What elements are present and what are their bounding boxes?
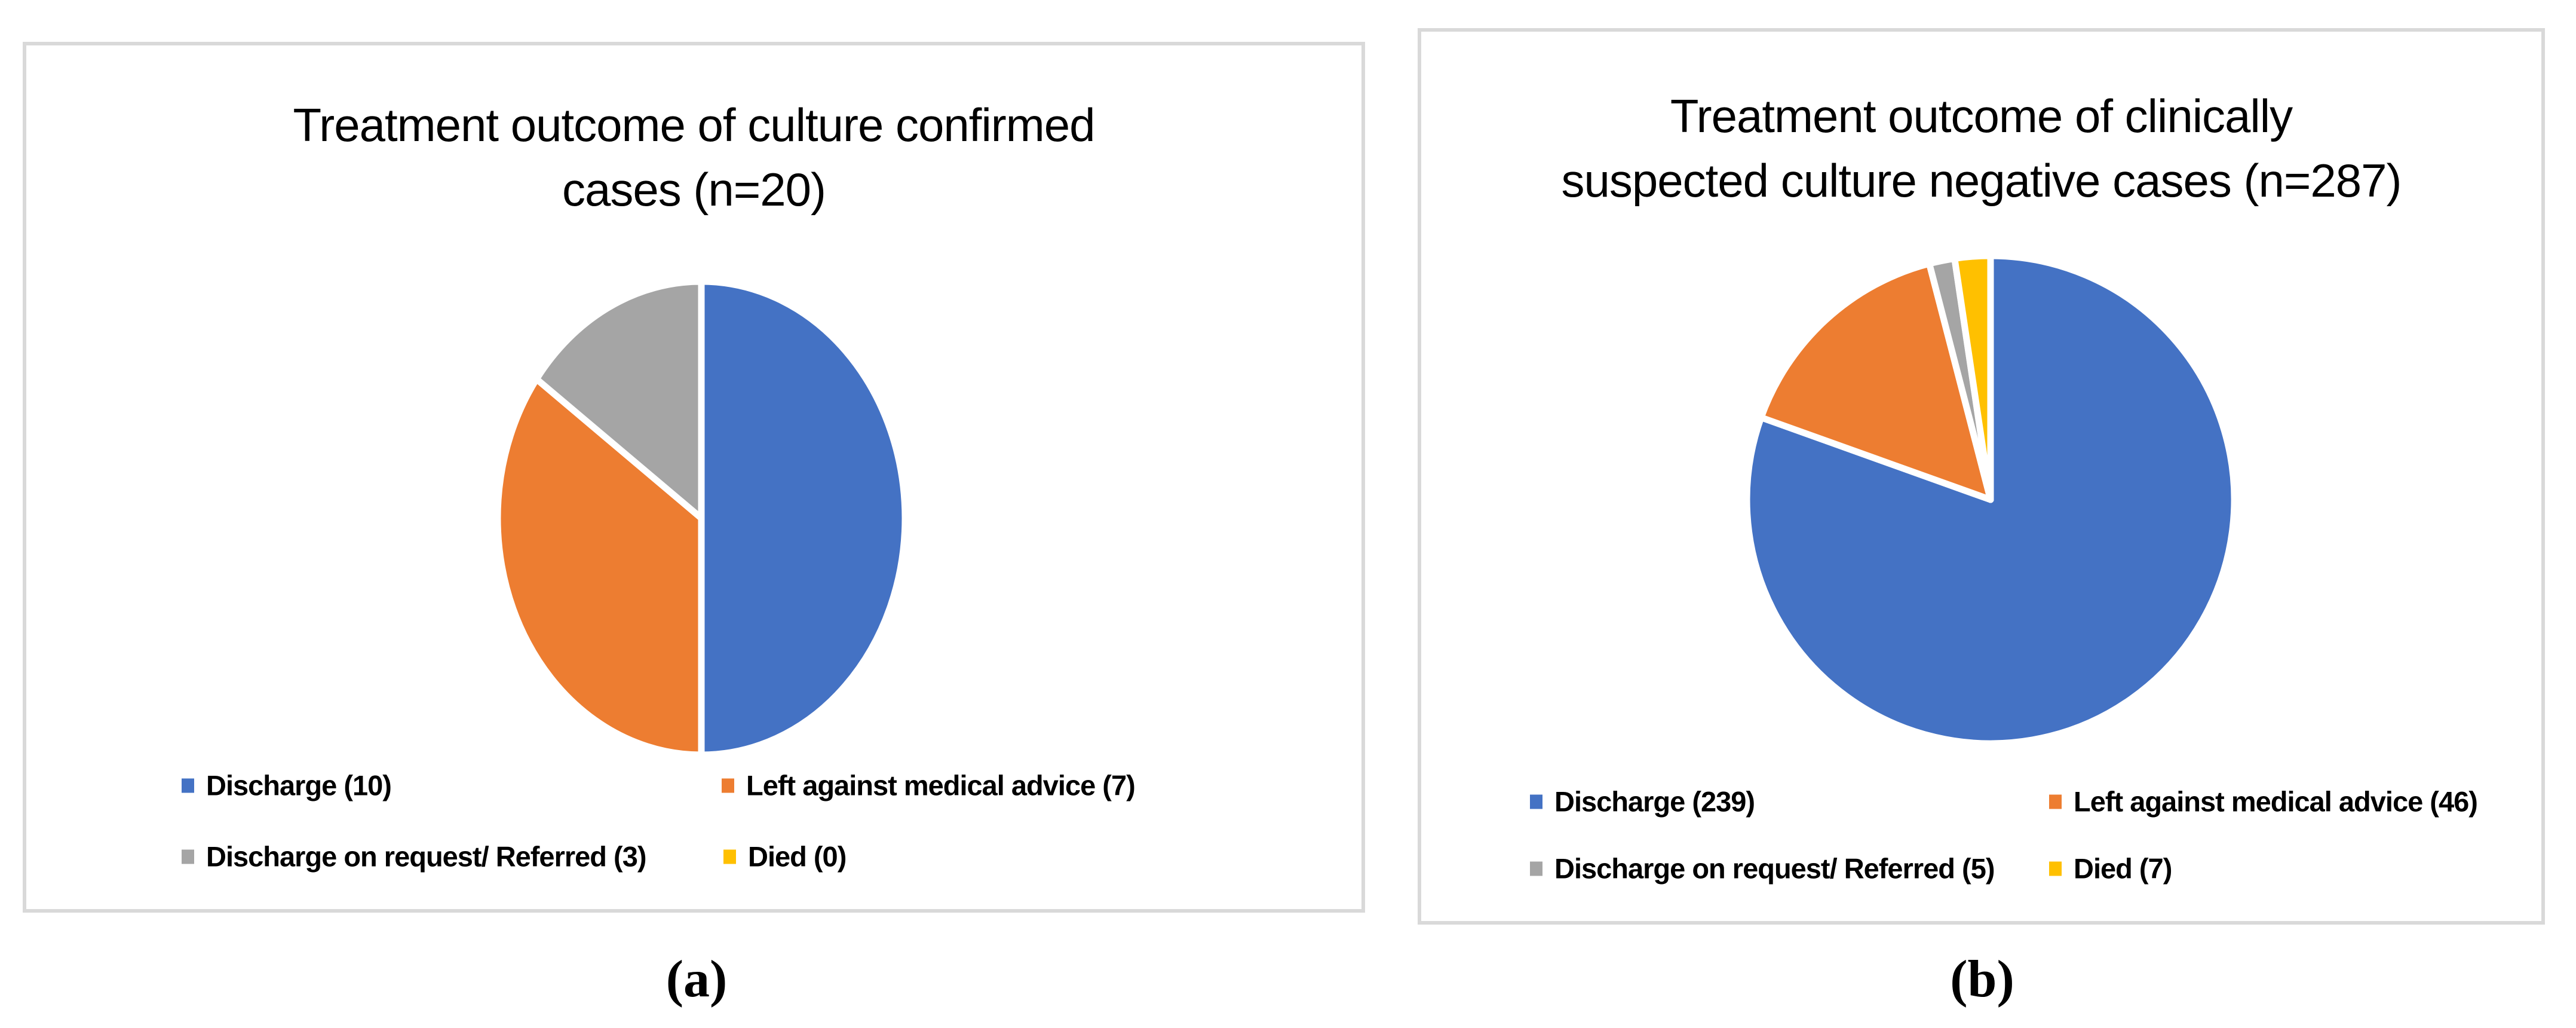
legend-swatch-discharge-on-request-referred [182, 849, 194, 864]
pie-chart-a [494, 278, 909, 758]
legend-label-died: Died (7) [2074, 852, 2172, 885]
legend-item-discharge: Discharge (239) [1530, 785, 1755, 818]
legend-swatch-discharge [1530, 794, 1542, 809]
pie-slice-left-against-medical-advice [494, 375, 705, 758]
legend-label-discharge: Discharge (10) [206, 769, 392, 801]
chart-title-b-line1: Treatment outcome of clinically [1670, 90, 2293, 142]
chart-title-b: Treatment outcome of clinically suspecte… [1421, 84, 2541, 213]
chart-title-a-line2: cases (n=20) [562, 163, 826, 216]
caption-b: (b) [1950, 950, 2014, 1008]
legend-label-left-against-medical-advice: Left against medical advice (7) [746, 769, 1136, 801]
legend-item-left-against-medical-advice: Left against medical advice (46) [2049, 785, 2478, 818]
chart-panel-b: Treatment outcome of clinically suspecte… [1418, 28, 2545, 925]
legend-swatch-left-against-medical-advice [722, 778, 734, 793]
legend-swatch-died [723, 849, 736, 864]
chart-title-a: Treatment outcome of culture confirmed c… [26, 93, 1361, 222]
legend-label-left-against-medical-advice: Left against medical advice (46) [2074, 785, 2478, 818]
legend-item-discharge-on-request-referred: Discharge on request/ Referred (5) [1530, 852, 1995, 885]
pie-slice-discharge-on-request-referred [533, 278, 705, 522]
chart-title-b-line2: suspected culture negative cases (n=287) [1561, 154, 2402, 207]
legend-swatch-left-against-medical-advice [2049, 794, 2062, 809]
pie-slice-died [1951, 252, 1994, 503]
pie-slice-left-against-medical-advice [1758, 260, 1994, 503]
pie-slice-discharge [698, 278, 909, 758]
chart-panel-a: Treatment outcome of culture confirmed c… [23, 42, 1365, 913]
legend-item-discharge: Discharge (10) [182, 769, 392, 802]
legend-item-died: Died (7) [2049, 852, 2172, 885]
legend-item-discharge-on-request-referred: Discharge on request/ Referred (3) [182, 840, 646, 873]
pie-chart-b [1743, 252, 2238, 747]
legend-label-discharge-on-request-referred: Discharge on request/ Referred (3) [206, 840, 646, 873]
caption-a: (a) [666, 950, 728, 1008]
legend-label-died: Died (0) [748, 840, 847, 873]
legend-label-discharge-on-request-referred: Discharge on request/ Referred (5) [1554, 852, 1995, 885]
legend-item-died: Died (0) [723, 840, 847, 873]
legend-label-discharge: Discharge (239) [1554, 785, 1755, 818]
legend-swatch-discharge-on-request-referred [1530, 861, 1542, 876]
legend-item-left-against-medical-advice: Left against medical advice (7) [722, 769, 1136, 802]
legend-swatch-died [2049, 861, 2062, 876]
chart-title-a-line1: Treatment outcome of culture confirmed [293, 99, 1095, 151]
legend-swatch-discharge [182, 778, 194, 793]
